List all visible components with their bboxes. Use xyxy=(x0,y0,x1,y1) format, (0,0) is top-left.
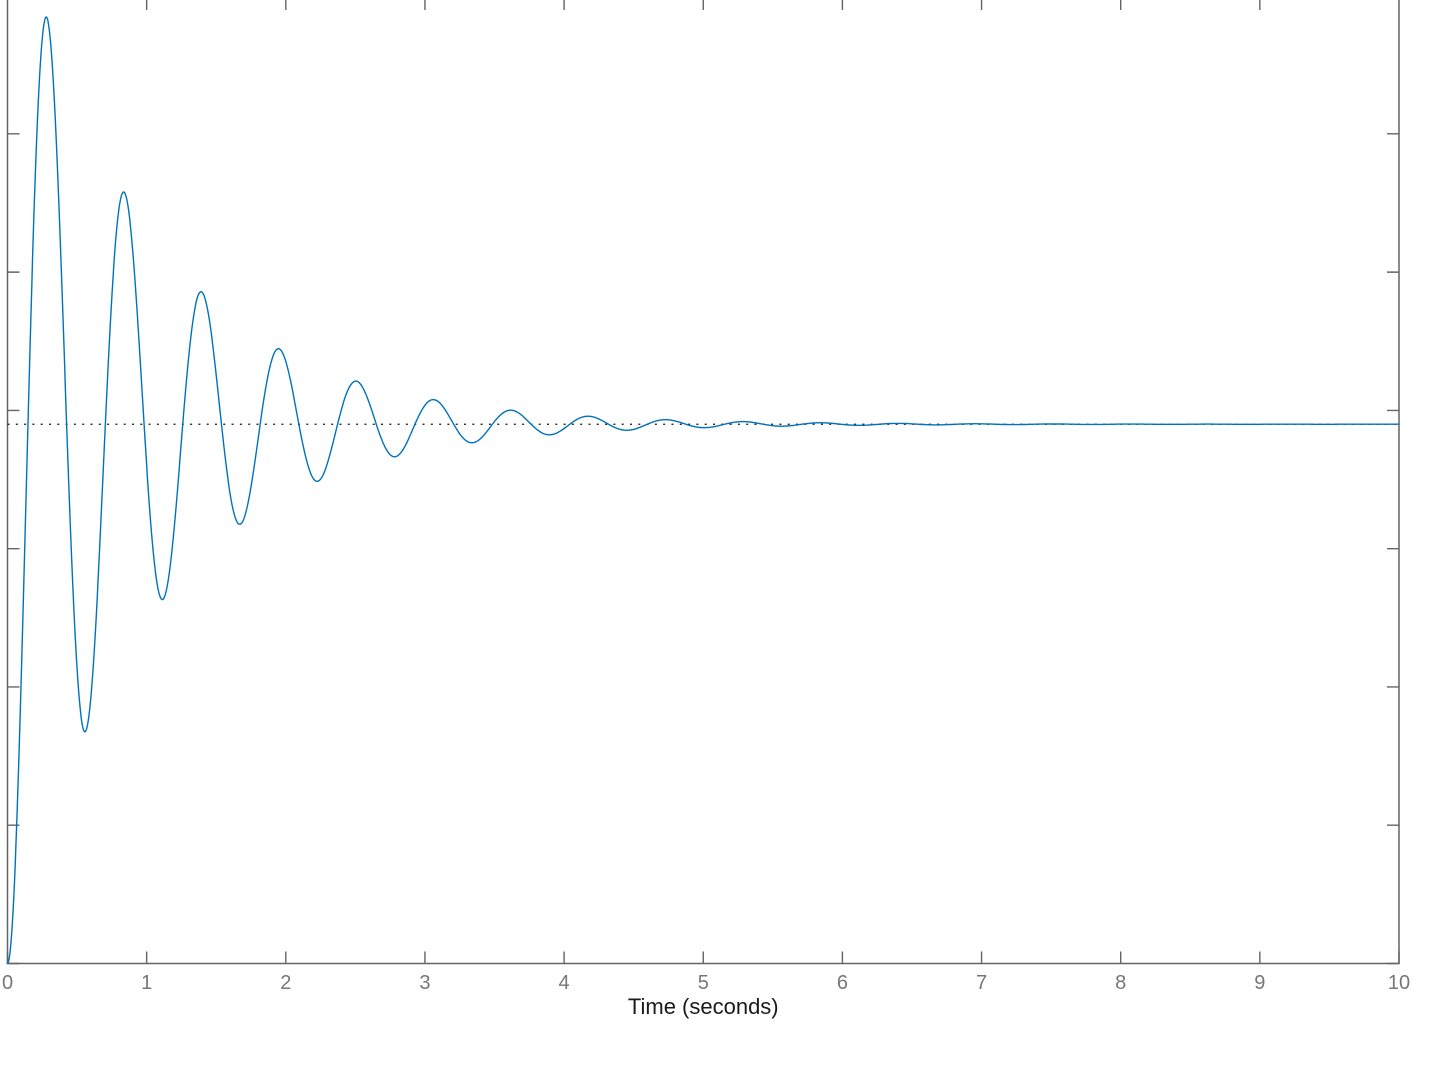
x-tick-label: 5 xyxy=(697,972,709,994)
tick-marks xyxy=(6,0,1400,965)
x-axis-label: Time (seconds) xyxy=(627,994,779,1019)
axes-box xyxy=(6,0,1400,965)
x-tick-label: 0 xyxy=(1,972,14,994)
x-tick-label: 1 xyxy=(141,972,153,994)
x-tick-label: 7 xyxy=(975,972,988,994)
x-tick-label: 2 xyxy=(280,972,292,994)
x-tick-label: 4 xyxy=(558,972,570,994)
x-tick-label: 8 xyxy=(1115,972,1127,994)
x-tick-label: 6 xyxy=(836,972,848,994)
x-tick-label: 9 xyxy=(1254,972,1266,994)
x-tick-label: 3 xyxy=(419,972,431,994)
x-tick-label: 10 xyxy=(1387,972,1411,994)
response-curve xyxy=(6,16,1400,965)
